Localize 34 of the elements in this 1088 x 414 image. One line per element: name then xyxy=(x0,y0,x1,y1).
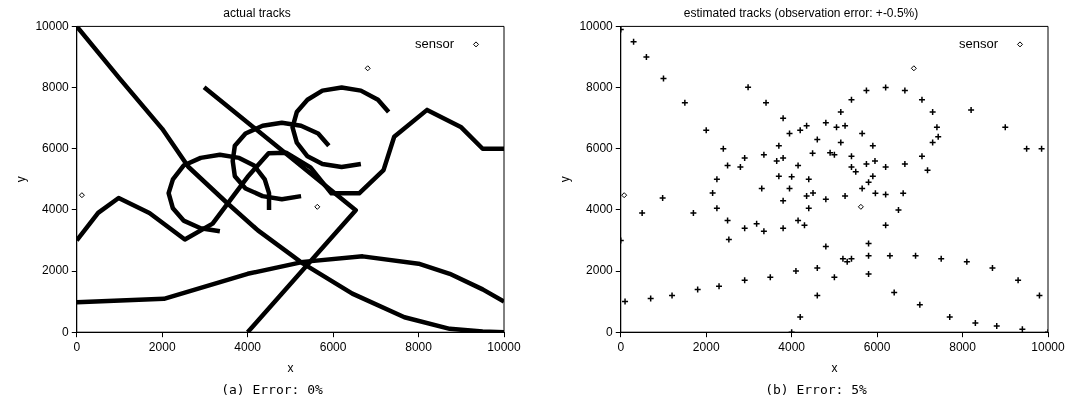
y-tick-label: 10000 xyxy=(579,18,614,33)
x-tick-label: 2000 xyxy=(148,339,176,354)
x-tick-label: 0 xyxy=(73,339,81,354)
x-tick-label: 4000 xyxy=(778,339,806,354)
x-tick-label: 6000 xyxy=(319,339,347,354)
x-tick-label: 2000 xyxy=(692,339,720,354)
y-tick-label: 0 xyxy=(606,324,614,339)
y-tick-label: 2000 xyxy=(586,263,614,278)
x-tick-label: 10000 xyxy=(487,339,522,354)
x-tick-label: 4000 xyxy=(234,339,262,354)
y-tick-label: 2000 xyxy=(42,263,70,278)
x-tick-label: 8000 xyxy=(405,339,433,354)
chart-title: actual tracks xyxy=(223,5,291,20)
text: (b) Error: 5% xyxy=(764,382,868,397)
x-tick-label: 0 xyxy=(617,339,625,354)
y-tick-label: 8000 xyxy=(42,79,70,94)
legend-label: sensor xyxy=(414,35,455,51)
y-tick-label: 10000 xyxy=(35,18,70,33)
y-axis-title: y xyxy=(557,176,572,183)
text: (a) Error: 0% xyxy=(220,382,324,397)
y-tick-label: 8000 xyxy=(586,79,614,94)
y-tick-label: 0 xyxy=(62,324,70,339)
y-axis-title: y xyxy=(13,176,28,183)
legend-label: sensor xyxy=(958,35,999,51)
x-axis-title: x xyxy=(831,361,838,376)
x-axis-title: x xyxy=(287,361,294,376)
y-tick-label: 4000 xyxy=(42,202,70,217)
y-tick-label: 4000 xyxy=(586,202,614,217)
y-tick-label: 6000 xyxy=(586,141,614,156)
x-tick-label: 6000 xyxy=(863,339,891,354)
chart-title: estimated tracks (observation error: +-0.5%) xyxy=(683,5,919,20)
x-tick-label: 10000 xyxy=(1031,339,1066,354)
x-tick-label: 8000 xyxy=(949,339,977,354)
y-tick-label: 6000 xyxy=(42,141,70,156)
